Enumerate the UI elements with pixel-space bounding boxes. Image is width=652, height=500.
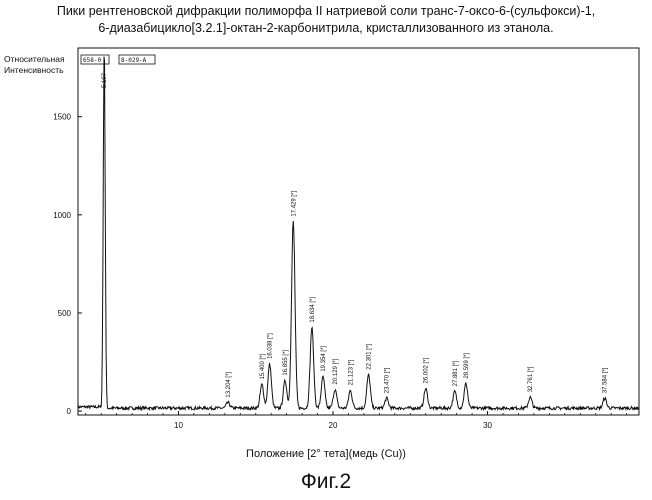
plot-frame <box>77 47 640 416</box>
x-tick-label: 10 <box>174 421 183 430</box>
peak-label: 19.354 [*] <box>321 346 327 372</box>
sample-id-box-right <box>118 54 156 65</box>
peak-label: 32.761 [*] <box>528 366 534 392</box>
y-axis-label-line-1: Относительная <box>4 54 65 64</box>
peak-label: 16.855 [*] <box>283 350 289 376</box>
peak-label: 23.470 [*] <box>385 367 391 393</box>
y-axis-label-line-2: Интенсивность <box>4 65 64 75</box>
x-axis-label: Положение [2° тета](медь (Cu)) <box>246 448 406 460</box>
diffraction-trace <box>77 56 640 412</box>
peak-label: 18.634 [*] <box>310 297 316 323</box>
y-tick-label: 1500 <box>53 113 71 122</box>
y-tick-label: 500 <box>58 309 72 318</box>
peak-label: 5.197 <box>102 72 108 88</box>
peak-label: 28.599 [*] <box>464 353 470 379</box>
y-axis-label: Относительная Интенсивность <box>4 54 65 76</box>
title-line-2: 6-диазабицикло[3.2.1]-октан-2-карбонитри… <box>98 21 554 35</box>
peak-label: 37.584 [*] <box>603 367 609 393</box>
x-tick-label: 20 <box>329 421 338 430</box>
y-tick-label: 1000 <box>53 211 71 220</box>
peak-label: 13.204 [*] <box>226 372 232 398</box>
y-tick-label: 0 <box>67 407 72 416</box>
sample-id-text: 658-0 <box>83 57 101 64</box>
sample-id-suffix-text: 8-029-A <box>121 57 147 64</box>
sample-id-box-left <box>80 54 110 65</box>
peak-label: 16.038 [*] <box>268 333 274 359</box>
peak-label: 17.429 [*] <box>291 191 297 217</box>
peak-label: 22.301 [*] <box>367 344 373 370</box>
chart-title: Пики рентгеновской дифракции полиморфа I… <box>0 3 652 37</box>
title-line-1: Пики рентгеновской дифракции полиморфа I… <box>56 4 596 18</box>
peak-label: 20.129 [*] <box>333 358 339 384</box>
peak-label: 21.123 [*] <box>348 359 354 385</box>
figure-caption: Фиг.2 <box>300 470 352 493</box>
peak-label: 15.400 [*] <box>260 354 266 380</box>
x-tick-label: 30 <box>483 421 492 430</box>
peak-label: 27.881 [*] <box>453 360 459 386</box>
peak-label: 26.002 [*] <box>424 357 430 383</box>
